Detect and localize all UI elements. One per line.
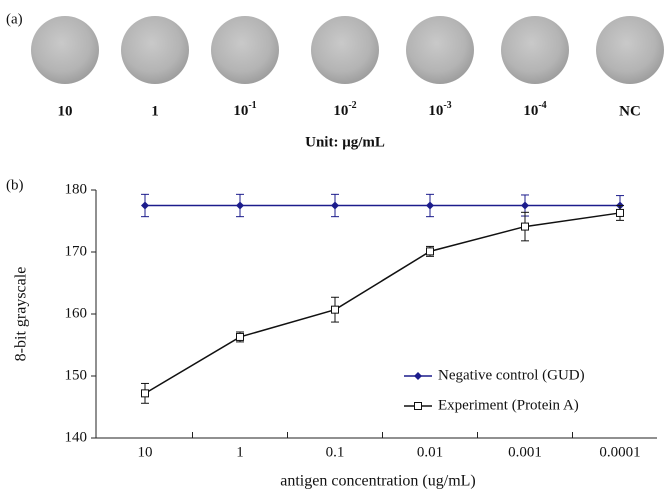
- legend-marker: [414, 372, 422, 380]
- point: [332, 306, 339, 313]
- sample-label: 10-2: [333, 100, 356, 119]
- label-exponent: -2: [348, 100, 356, 111]
- sample-label: 1: [151, 103, 159, 119]
- sample-well: [121, 16, 189, 84]
- point: [426, 202, 434, 210]
- point: [141, 202, 149, 210]
- sample-well: [211, 16, 279, 84]
- y-tick-label: 170: [65, 243, 88, 259]
- series-line: [145, 213, 620, 393]
- point: [236, 202, 244, 210]
- point: [522, 223, 529, 230]
- panel-label: (a): [6, 11, 23, 27]
- point: [142, 390, 149, 397]
- legend-label: Experiment (Protein A): [438, 397, 579, 413]
- x-tick-label: 1: [236, 444, 244, 460]
- sample-label: 10: [58, 103, 73, 119]
- sample-label: 10-1: [233, 100, 256, 119]
- point: [331, 202, 339, 210]
- sample-well: [501, 16, 569, 84]
- y-tick-label: 150: [65, 367, 88, 383]
- legend-marker: [415, 403, 422, 410]
- x-tick-label: 0.1: [326, 444, 345, 460]
- sample-well: [31, 16, 99, 84]
- label-exponent: -4: [538, 100, 546, 111]
- y-tick-label: 180: [65, 181, 88, 197]
- sample-well: [311, 16, 379, 84]
- sample-label: 10-4: [523, 100, 546, 119]
- sample-well: [596, 16, 664, 84]
- y-tick-label: 140: [65, 429, 88, 445]
- point: [617, 209, 624, 216]
- legend-label: Negative control (GUD): [438, 367, 585, 383]
- label-base: 10: [333, 103, 348, 119]
- figure: (a) (b) Unit: μg/mL 8-bit grayscale anti…: [0, 0, 666, 494]
- sample-label: 10-3: [428, 100, 451, 119]
- point: [237, 333, 244, 340]
- x-tick-label: 0.01: [417, 444, 443, 460]
- label-base: 10: [233, 103, 248, 119]
- label-base: 10: [523, 103, 538, 119]
- y-axis-label: 8-bit grayscale: [13, 267, 30, 362]
- label-base: 10: [428, 103, 443, 119]
- label-exponent: -1: [248, 100, 256, 111]
- x-axis-label: antigen concentration (ug/mL): [280, 473, 475, 490]
- x-tick-label: 0.0001: [599, 444, 640, 460]
- point: [427, 248, 434, 255]
- x-tick-label: 0.001: [508, 444, 542, 460]
- point: [521, 202, 529, 210]
- page: { "panel_a": { "label": "(a)", "sample_l…: [0, 0, 666, 494]
- x-tick-label: 10: [138, 444, 153, 460]
- panel-label: (b): [6, 177, 24, 193]
- label-exponent: -3: [443, 100, 451, 111]
- y-tick-label: 160: [65, 305, 88, 321]
- sample-well: [406, 16, 474, 84]
- sample-label: NC: [619, 103, 641, 119]
- unit-label: Unit: μg/mL: [305, 134, 385, 150]
